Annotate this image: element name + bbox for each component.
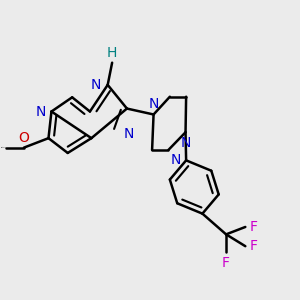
Text: H: H (107, 46, 117, 60)
Text: N: N (91, 78, 101, 92)
Text: F: F (222, 256, 230, 270)
Text: N: N (180, 136, 191, 150)
Text: N: N (123, 127, 134, 141)
Text: O: O (19, 131, 29, 145)
Text: N: N (170, 153, 181, 167)
Text: F: F (250, 239, 257, 253)
Text: F: F (250, 220, 257, 234)
Text: N: N (36, 104, 46, 118)
Text: methoxy: methoxy (1, 147, 7, 148)
Text: N: N (148, 97, 159, 111)
